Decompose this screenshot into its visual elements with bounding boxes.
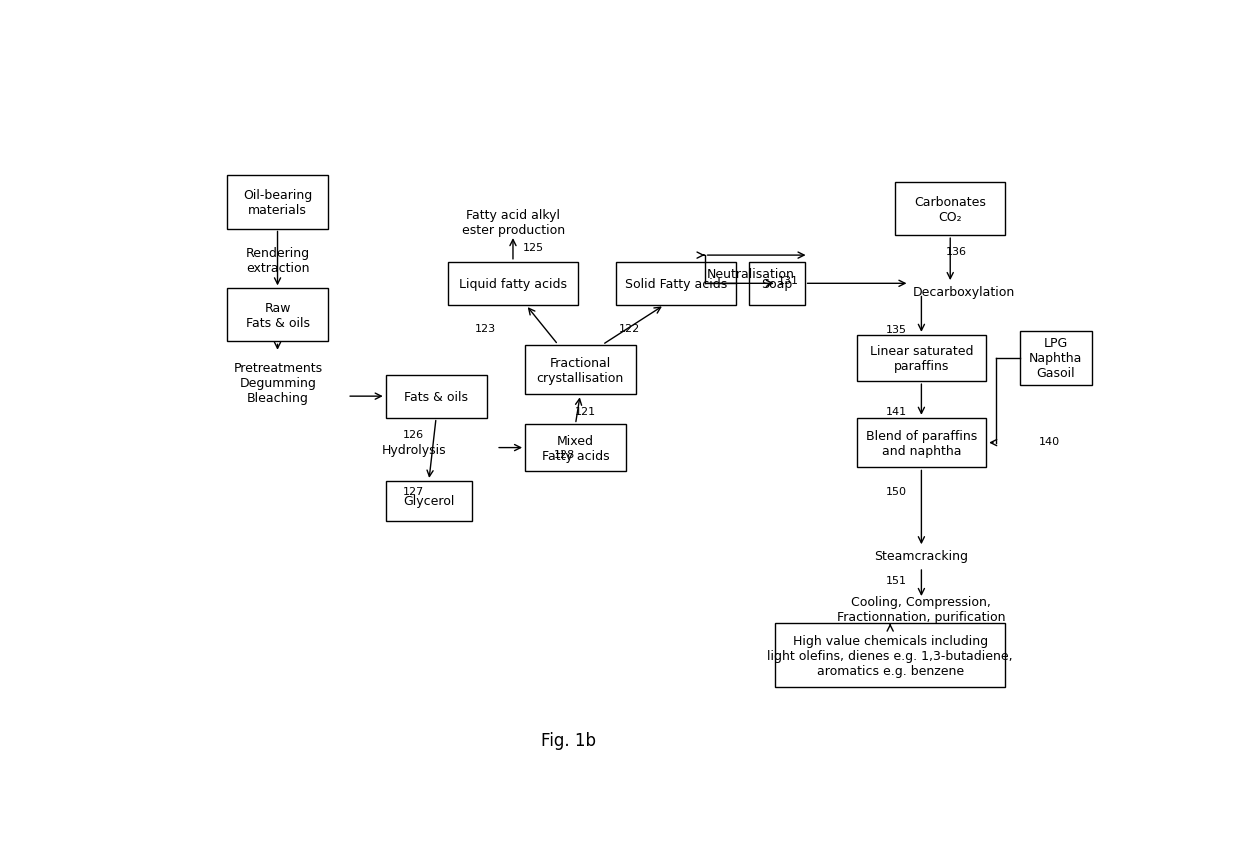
Bar (749, 263, 805, 306)
Text: 141: 141 (885, 406, 906, 417)
Text: 151: 151 (885, 576, 906, 585)
Text: Soap: Soap (761, 277, 792, 290)
Bar (895, 183, 1006, 236)
Bar (616, 263, 737, 306)
Text: Decarboxylation: Decarboxylation (913, 286, 1014, 299)
Text: 127: 127 (403, 486, 424, 496)
Text: 128: 128 (554, 449, 575, 460)
Text: Fractional
crystallisation: Fractional crystallisation (537, 356, 624, 384)
Text: Glycerol: Glycerol (403, 494, 455, 508)
Text: 121: 121 (575, 406, 596, 417)
Bar (857, 418, 986, 468)
Text: Oil-bearing
materials: Oil-bearing materials (243, 189, 312, 217)
Bar (857, 335, 986, 381)
Text: Steamcracking: Steamcracking (874, 549, 968, 562)
Text: LPG
Naphtha
Gasoil: LPG Naphtha Gasoil (1029, 338, 1083, 380)
Bar (448, 263, 578, 306)
Bar (525, 345, 635, 395)
Text: Fats & oils: Fats & oils (404, 390, 467, 403)
Bar (525, 424, 626, 471)
Text: High value chemicals including
light olefins, dienes e.g. 1,3-butadiene,
aromati: High value chemicals including light ole… (768, 634, 1013, 677)
Text: Linear saturated
paraffins: Linear saturated paraffins (869, 344, 973, 373)
Text: Solid Fatty acids: Solid Fatty acids (625, 277, 728, 290)
Text: Blend of paraffins
and naphtha: Blend of paraffins and naphtha (866, 429, 977, 457)
Text: Mixed
Fatty acids: Mixed Fatty acids (542, 434, 609, 462)
Text: 125: 125 (523, 243, 544, 253)
Bar (227, 177, 327, 229)
Text: 136: 136 (946, 247, 967, 257)
Bar (227, 289, 327, 342)
Text: 135: 135 (885, 325, 906, 335)
Text: Cooling, Compression,
Fractionnation, purification: Cooling, Compression, Fractionnation, pu… (837, 595, 1006, 623)
Text: 123: 123 (475, 324, 496, 334)
Text: Fig. 1b: Fig. 1b (541, 731, 595, 749)
Text: Pretreatments
Degumming
Bleaching: Pretreatments Degumming Bleaching (233, 362, 322, 405)
Text: 150: 150 (885, 486, 906, 496)
Bar (1019, 332, 1092, 385)
Bar (775, 623, 1006, 687)
Bar (386, 481, 472, 521)
Text: 126: 126 (403, 430, 424, 440)
Text: Rendering
extraction: Rendering extraction (246, 247, 310, 276)
Text: Hydrolysis: Hydrolysis (382, 443, 446, 456)
Bar (386, 375, 486, 418)
Text: Liquid fatty acids: Liquid fatty acids (459, 277, 567, 290)
Text: 122: 122 (619, 324, 640, 334)
Text: 131: 131 (777, 276, 799, 286)
Text: 140: 140 (1039, 437, 1060, 447)
Text: Carbonates
CO₂: Carbonates CO₂ (914, 195, 986, 223)
Text: Neutralisation: Neutralisation (707, 267, 795, 280)
Text: Raw
Fats & oils: Raw Fats & oils (246, 301, 310, 330)
Text: Fatty acid alkyl
ester production: Fatty acid alkyl ester production (461, 208, 565, 237)
